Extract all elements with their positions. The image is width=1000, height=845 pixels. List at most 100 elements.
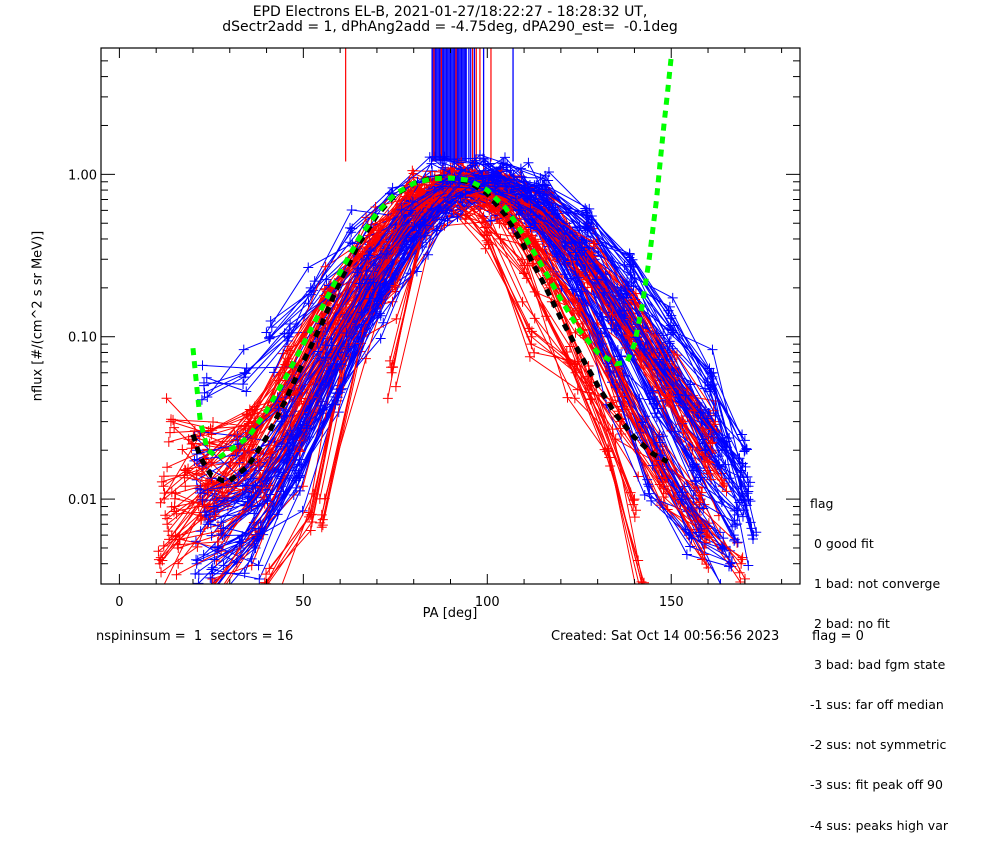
- series-point-blue-12: [667, 292, 678, 303]
- series-point-red-08: [474, 204, 485, 215]
- series-point-blue-06: [718, 542, 729, 553]
- series-point-red-12: [629, 512, 640, 523]
- series-point-red-05: [177, 444, 188, 455]
- series-point-blue-06: [597, 338, 608, 349]
- series-point-blue-11: [560, 237, 571, 248]
- series-point-blue-09: [364, 293, 375, 304]
- fit-curves: [190, 56, 674, 484]
- series-point-blue-09: [696, 523, 707, 534]
- series-point-blue-01: [285, 319, 296, 330]
- series-point-blue-04: [611, 325, 622, 336]
- series-point-blue-04: [652, 403, 663, 414]
- series-point-blue-05: [375, 333, 386, 344]
- series-point-red-08: [316, 522, 327, 533]
- series-point-red-01: [693, 516, 704, 527]
- series-point-red-03: [494, 218, 505, 229]
- series-point-blue-12: [666, 310, 677, 321]
- series-point-blue-10: [460, 188, 471, 199]
- series-point-red-06: [699, 549, 710, 560]
- series-point-red-12: [628, 495, 639, 506]
- series-line-blue-11: [442, 162, 730, 558]
- series-point-blue-03: [493, 171, 504, 182]
- series-point-red-03: [161, 393, 172, 404]
- series-point-blue-11: [647, 460, 658, 471]
- series-line-red-02: [164, 183, 702, 494]
- axes: 0 50 100 150 0.01 0.10 1.00: [68, 47, 801, 610]
- series-point-red-11: [624, 314, 635, 325]
- series-line-blue-04: [196, 184, 736, 526]
- series-point-blue-04: [405, 205, 416, 216]
- series-point-blue-12: [500, 178, 511, 189]
- series-point-blue-05: [703, 407, 714, 418]
- green-fit-curve: [190, 56, 674, 461]
- series-point-red-03: [247, 405, 258, 416]
- series-point-red-03: [702, 456, 713, 467]
- series-point-red-07: [704, 532, 715, 543]
- legend-entry: -3 sus: fit peak off 90: [810, 777, 943, 793]
- footer-created-timestamp: Created: Sat Oct 14 00:56:56 2023: [551, 629, 780, 644]
- chart-subtitle: dSectr2add = 1, dPhAng2add = -4.75deg, d…: [222, 19, 678, 35]
- series-point-blue-04: [279, 411, 290, 422]
- series-point-red-10: [170, 488, 181, 499]
- series-point-blue-09: [323, 365, 334, 376]
- series-point-blue-03: [368, 277, 379, 288]
- series-point-red-11: [295, 446, 306, 457]
- series-point-blue-05: [537, 179, 548, 190]
- series-point-red-08: [564, 357, 575, 368]
- y-tick-label: 0.01: [68, 493, 97, 508]
- series-point-blue-06: [552, 251, 563, 262]
- series-point-blue-09: [655, 450, 666, 461]
- series-point-red-12: [386, 362, 397, 373]
- series-point-blue-07: [189, 455, 200, 466]
- series-point-red-12: [584, 387, 595, 398]
- series-point-red-02: [155, 497, 166, 508]
- series-point-blue-04: [692, 462, 703, 473]
- series-point-blue-01: [321, 274, 332, 285]
- series-point-blue-12: [707, 344, 718, 355]
- series-point-red-06: [161, 513, 172, 524]
- series-point-blue-02: [190, 568, 201, 579]
- series-point-red-09: [186, 438, 197, 449]
- series-point-red-02: [696, 487, 707, 498]
- series-point-red-08: [561, 347, 572, 358]
- series-point-red-03: [702, 468, 713, 479]
- series-point-red-01: [734, 567, 745, 578]
- series-point-red-04: [172, 539, 183, 550]
- series-point-blue-11: [643, 479, 654, 490]
- series-point-blue-02: [318, 404, 329, 415]
- series-point-blue-11: [644, 488, 655, 499]
- series-point-blue-03: [413, 225, 424, 236]
- series-point-red-02: [158, 471, 169, 482]
- series-point-blue-03: [246, 501, 257, 512]
- series-point-blue-08: [591, 274, 602, 285]
- series-point-blue-10: [664, 336, 675, 347]
- series-point-blue-02: [729, 534, 740, 545]
- series-point-blue-07: [352, 267, 363, 278]
- series-point-red-04: [669, 362, 680, 373]
- series-point-blue-06: [426, 158, 437, 169]
- series-point-blue-12: [743, 560, 754, 571]
- series-point-blue-08: [381, 249, 392, 260]
- series-point-blue-10: [253, 560, 264, 571]
- series-point-blue-03: [743, 486, 754, 497]
- series-point-blue-01: [198, 377, 209, 388]
- series-point-red-01: [405, 189, 416, 200]
- series-point-blue-06: [510, 193, 521, 204]
- series-point-blue-11: [683, 530, 694, 541]
- series-point-blue-04: [731, 503, 742, 514]
- series-point-blue-10: [335, 387, 346, 398]
- series-point-red-10: [419, 185, 430, 196]
- legend-entry: -2 sus: not symmetric: [810, 737, 947, 753]
- series-point-blue-02: [647, 385, 658, 396]
- series-point-red-11: [419, 197, 430, 208]
- series-point-red-07: [529, 313, 540, 324]
- series-point-red-08: [638, 577, 649, 584]
- series-point-red-04: [257, 482, 268, 493]
- series-point-blue-01: [241, 386, 252, 397]
- series-point-red-07: [526, 339, 537, 350]
- series-point-red-07: [526, 326, 537, 337]
- series-point-red-06: [247, 439, 258, 450]
- series-line-blue-05: [210, 176, 748, 579]
- series-point-blue-08: [713, 451, 724, 462]
- series-point-blue-04: [690, 476, 701, 487]
